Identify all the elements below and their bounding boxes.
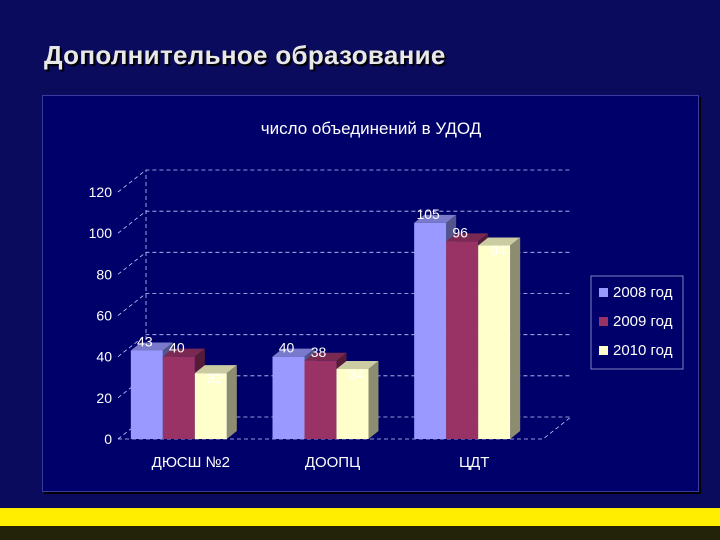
bar xyxy=(194,365,237,439)
bar xyxy=(336,361,379,439)
y-tick-label: 0 xyxy=(104,431,112,447)
y-tick-label: 100 xyxy=(89,225,113,241)
category-label: ДЮСШ №2 xyxy=(152,454,230,471)
legend-label: 2010 год xyxy=(613,342,673,359)
floor-line xyxy=(118,416,572,440)
y-tick-label: 20 xyxy=(96,390,112,406)
footer-band-dark xyxy=(0,526,720,540)
data-labels: 43 40 32 40 38 34 105 96 94 xyxy=(137,206,506,386)
y-tick-label: 80 xyxy=(96,266,112,282)
data-label: 96 xyxy=(452,224,468,240)
y-axis: 0 20 40 60 80 100 120 xyxy=(89,184,113,447)
gridline xyxy=(117,169,571,193)
legend-swatch xyxy=(599,346,608,355)
y-tick-label: 60 xyxy=(96,308,112,324)
legend-label: 2009 год xyxy=(613,313,673,330)
legend: 2008 год 2009 год 2010 год xyxy=(590,275,684,370)
data-label: 43 xyxy=(137,333,153,349)
data-label: 34 xyxy=(349,366,365,382)
data-label: 40 xyxy=(169,340,185,356)
bars xyxy=(130,214,521,439)
data-label: 40 xyxy=(279,340,295,356)
slide-title: Дополнительное образование xyxy=(44,40,446,70)
y-tick-label: 120 xyxy=(89,184,113,200)
category-label: ЦДТ xyxy=(459,454,489,471)
x-axis: ДЮСШ №2 ДООПЦ ЦДТ xyxy=(152,454,490,471)
bar-chart: число объединений в УДОД 0 20 40 60 80 100 120… xyxy=(89,119,684,471)
legend-label: 2008 год xyxy=(613,284,673,301)
data-label: 105 xyxy=(416,206,440,222)
data-label: 94 xyxy=(490,243,506,259)
legend-swatch xyxy=(599,288,608,297)
chart-title: число объединений в УДОД xyxy=(261,119,482,138)
legend-swatch xyxy=(599,317,608,326)
chart-area: число объединений в УДОД 0 20 40 60 80 100 120… xyxy=(42,95,699,492)
data-label: 32 xyxy=(207,370,223,386)
footer-band-yellow xyxy=(0,508,720,526)
category-label: ДООПЦ xyxy=(305,454,360,471)
y-tick-label: 40 xyxy=(96,349,112,365)
data-label: 38 xyxy=(311,344,327,360)
bar xyxy=(478,237,521,439)
gridline xyxy=(117,210,571,234)
